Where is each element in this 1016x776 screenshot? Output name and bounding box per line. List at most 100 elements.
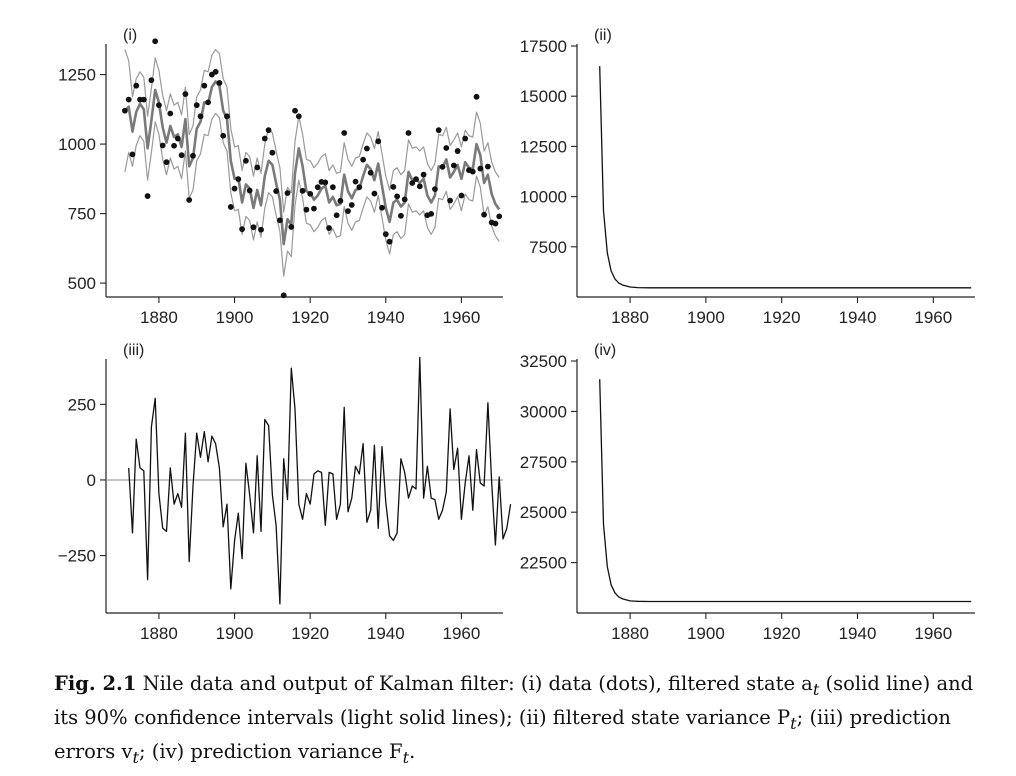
x-tick-label: 1900 [687,308,725,327]
data-point [197,113,204,120]
data-point [186,197,193,203]
series-line [128,356,512,605]
y-tick-label: 25000 [520,503,567,522]
y-tick-label: 32500 [520,352,567,371]
data-point [239,226,246,233]
figure-caption: Fig. 2.1 Nile data and output of Kalman … [54,670,984,772]
caption-figure-number: Fig. 2.1 [54,672,137,695]
y-tick-label: 12500 [520,137,567,156]
caption-line3-mid: ; (iv) prediction variance F [139,739,403,763]
data-point [227,204,234,210]
data-point [473,93,480,100]
data-point [363,145,370,152]
data-point [140,96,147,103]
data-point [439,163,446,170]
data-point [201,82,208,89]
data-point [314,184,321,191]
y-tick-label: 27500 [520,453,567,472]
data-point [277,217,283,224]
data-point [450,162,457,169]
data-point [159,142,166,149]
data-point [481,211,487,218]
data-point [273,188,280,194]
data-point [428,210,435,217]
x-tick-label: 1960 [914,308,952,327]
data-point [224,113,230,120]
data-point [182,91,189,97]
data-point [326,225,332,231]
data-point [258,226,264,233]
caption-line2-end: ; [796,705,804,729]
data-point [484,163,491,170]
x-tick-label: 1940 [839,624,877,643]
x-tick-label: 1900 [687,624,725,643]
y-tick-label: 22500 [520,554,567,573]
data-point [190,152,196,159]
caption-line2: line) and its 90% confidence intervals (… [54,672,974,729]
y-tick-label: 30000 [520,402,567,421]
data-point [144,193,151,199]
x-tick-label: 1940 [839,308,877,327]
caption-line1-sub: t [812,679,820,699]
data-point [458,192,465,199]
x-tick-label: 1900 [216,308,254,327]
data-point [280,292,287,299]
data-point [284,190,291,196]
data-point [129,151,136,158]
x-tick-label: 1960 [442,624,480,643]
data-point [333,212,340,219]
data-point [496,213,503,220]
confidence-interval-line [124,112,500,277]
data-point [148,77,155,84]
y-tick-label: 15000 [520,87,567,106]
data-point [254,164,261,171]
data-point [477,165,484,172]
data-point [356,184,363,191]
data-point [216,80,223,86]
panel-iv-chart: 1880 1900 1920 1940 1960 22500 25000 27500 30000… [520,342,975,643]
caption-line3-end: . [409,739,416,763]
data-point [167,110,174,117]
caption-line3: (iii) prediction errors v [54,705,951,763]
data-point [443,145,450,151]
data-point [133,82,140,89]
y-tick-label: 17500 [520,37,567,56]
data-point [288,224,295,230]
data-point [360,156,367,163]
data-point [379,204,385,211]
data-point [454,148,461,154]
data-point [432,186,438,193]
data-point [341,130,348,136]
data-point [345,208,351,214]
data-point [311,205,317,212]
filtered-state-line [123,80,501,246]
data-point [367,169,374,176]
caption-line3-sub: t [132,747,139,767]
x-tick-label: 1940 [367,624,405,643]
data-point [269,149,276,156]
data-point [398,212,404,219]
data-point [261,135,268,142]
data-point [122,107,128,114]
x-tick-label: 1920 [763,308,801,327]
data-point [212,68,219,75]
y-tick-label: 250 [68,395,96,414]
data-point [307,190,314,197]
caption-line2-sub: t [790,713,797,733]
data-point [409,180,416,186]
y-tick-label: 10000 [520,188,567,207]
y-tick-label: −250 [58,547,96,566]
data-point [303,206,310,213]
data-point [337,197,344,204]
data-point [174,135,181,142]
figure-canvas: 1880 1900 1920 1940 1960 500 750 1000 1250 (i) 18… [58,27,975,643]
data-point [152,38,159,45]
data-point [401,196,408,203]
data-point [413,176,419,183]
data-point [348,202,355,208]
caption-line1-end: (solid [819,672,880,695]
data-point [246,187,253,194]
x-tick-label: 1880 [611,624,649,643]
data-point [178,152,185,159]
data-point [163,159,170,166]
